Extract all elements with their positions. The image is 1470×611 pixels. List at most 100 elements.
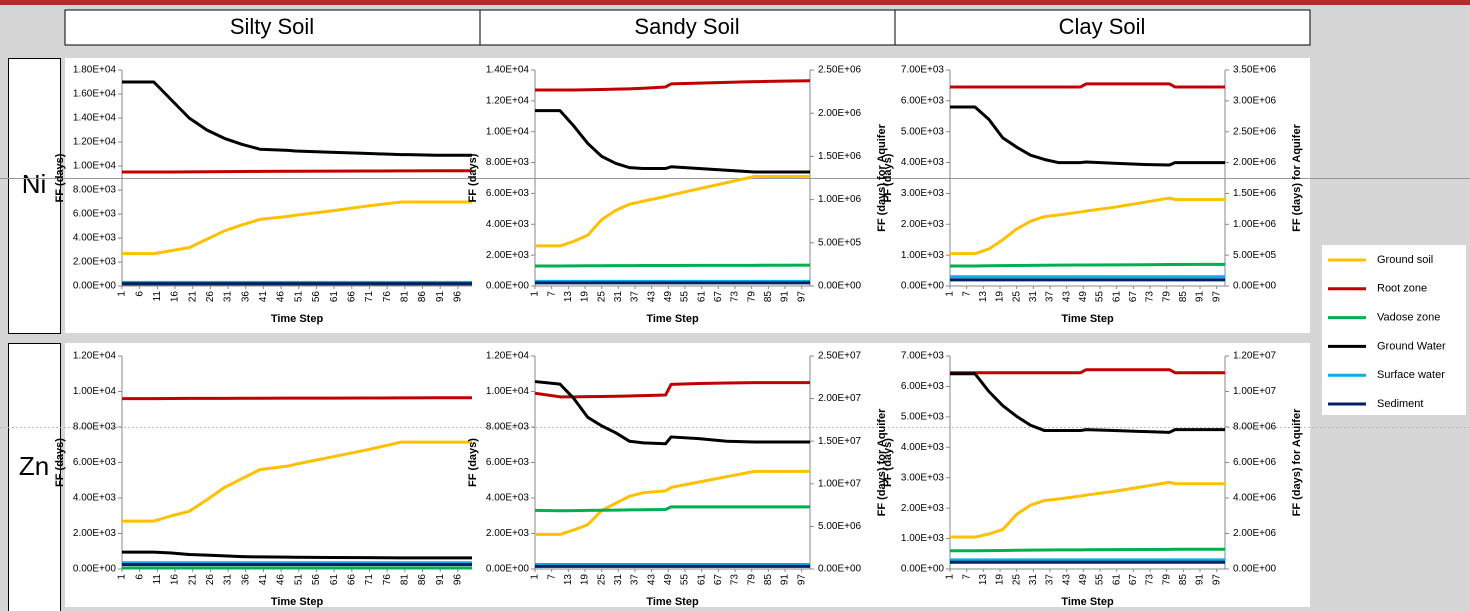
y-tick-label: 0.00E+00 xyxy=(901,564,945,575)
column-header-box xyxy=(64,9,481,46)
series-line xyxy=(535,469,810,536)
y2-tick-label: 8.00E+06 xyxy=(1233,422,1277,433)
x-tick-label: 13 xyxy=(563,574,574,586)
x-tick-label: 7 xyxy=(961,574,972,580)
x-tick-label: 25 xyxy=(596,291,607,303)
y-tick-label: 3.00E+03 xyxy=(901,188,945,199)
x-tick-label: 91 xyxy=(780,574,791,586)
x-tick-label: 71 xyxy=(364,574,375,586)
y-tick-label: 0.00E+00 xyxy=(901,281,945,292)
y2-tick-label: 2.00E+06 xyxy=(1233,528,1277,539)
y2-axis-title: FF (days) for Aquifer xyxy=(1291,408,1303,516)
x-tick-label: 1 xyxy=(530,574,541,580)
y2-tick-label: 1.50E+06 xyxy=(818,151,862,162)
x-tick-label: 7 xyxy=(961,291,972,297)
row-header: Zn xyxy=(19,451,49,481)
x-tick-label: 31 xyxy=(613,574,624,586)
x-tick-label: 11 xyxy=(152,574,163,585)
y2-tick-label: 1.50E+06 xyxy=(1233,188,1277,199)
y2-tick-label: 2.50E+06 xyxy=(1233,126,1277,137)
y2-tick-label: 0.00E+00 xyxy=(1233,281,1277,292)
x-tick-label: 71 xyxy=(364,291,375,303)
x-tick-label: 76 xyxy=(382,574,393,586)
x-tick-label: 1 xyxy=(117,574,128,580)
x-axis-title: Time Step xyxy=(271,313,324,325)
series-line xyxy=(534,505,810,513)
y-tick-label: 8.00E+03 xyxy=(73,422,117,433)
x-tick-label: 6 xyxy=(134,291,145,297)
x-tick-label: 21 xyxy=(187,574,198,586)
x-tick-label: 61 xyxy=(329,574,340,586)
x-tick-label: 51 xyxy=(293,291,304,303)
series-line xyxy=(122,550,472,560)
x-tick-label: 1 xyxy=(530,291,541,297)
y2-axis-title: FF (days) for Aquifer xyxy=(876,123,888,231)
x-tick-label: 61 xyxy=(329,291,340,303)
y2-axis-title: FF (days) for Aquifer xyxy=(876,408,888,516)
x-tick-label: 49 xyxy=(1078,574,1089,586)
x-axis-title: Time Step xyxy=(646,313,699,325)
x-tick-label: 85 xyxy=(1178,574,1189,586)
y-tick-label: 1.00E+04 xyxy=(73,161,117,172)
y-axis-title: FF (days) xyxy=(882,438,894,487)
series-line xyxy=(950,196,1225,256)
series-line xyxy=(950,368,1225,375)
y-tick-label: 7.00E+03 xyxy=(901,351,945,362)
legend-label: Surface water xyxy=(1377,369,1445,381)
y-tick-label: 8.00E+03 xyxy=(486,422,530,433)
x-tick-label: 73 xyxy=(730,574,741,586)
legend-label: Sediment xyxy=(1377,398,1423,410)
x-tick-label: 86 xyxy=(417,574,428,586)
y-tick-label: 2.00E+03 xyxy=(901,219,945,230)
x-tick-label: 61 xyxy=(1111,574,1122,586)
series-line xyxy=(950,105,1225,167)
x-tick-label: 81 xyxy=(399,574,410,586)
x-tick-label: 85 xyxy=(1178,291,1189,303)
series-line xyxy=(534,381,810,399)
y-tick-label: 2.00E+03 xyxy=(901,503,945,514)
row-header-box xyxy=(8,343,61,611)
x-tick-label: 16 xyxy=(170,574,181,586)
x-tick-label: 51 xyxy=(293,574,304,586)
x-tick-label: 21 xyxy=(187,291,198,303)
y-tick-label: 6.00E+03 xyxy=(486,188,530,199)
column-header: Silty Soil xyxy=(230,14,314,39)
x-tick-label: 43 xyxy=(1061,291,1072,303)
x-tick-label: 31 xyxy=(1028,574,1039,586)
x-tick-label: 7 xyxy=(546,291,557,297)
y-tick-label: 1.20E+04 xyxy=(486,351,530,362)
y-tick-label: 4.00E+03 xyxy=(486,219,530,230)
x-tick-label: 55 xyxy=(680,574,691,586)
series-line xyxy=(535,174,810,248)
y2-tick-label: 2.50E+07 xyxy=(818,351,862,362)
x-tick-label: 26 xyxy=(205,574,216,586)
x-tick-label: 61 xyxy=(1111,291,1122,303)
y-tick-label: 2.00E+03 xyxy=(486,528,530,539)
x-tick-label: 13 xyxy=(563,291,574,303)
x-tick-label: 79 xyxy=(746,574,757,586)
series-line xyxy=(122,396,473,401)
y-axis-title: FF (days) xyxy=(467,153,479,202)
x-tick-label: 67 xyxy=(1128,574,1139,586)
series-line xyxy=(122,440,472,523)
x-tick-label: 7 xyxy=(546,574,557,580)
y2-tick-label: 1.20E+07 xyxy=(1233,351,1277,362)
x-tick-label: 36 xyxy=(240,291,251,303)
x-tick-label: 91 xyxy=(1195,574,1206,586)
x-tick-label: 19 xyxy=(580,291,591,303)
x-tick-label: 19 xyxy=(995,574,1006,586)
x-tick-label: 67 xyxy=(713,574,724,586)
x-tick-label: 81 xyxy=(399,291,410,303)
x-tick-label: 55 xyxy=(1095,574,1106,586)
y2-tick-label: 5.00E+05 xyxy=(1233,250,1277,261)
y2-tick-label: 2.00E+06 xyxy=(1233,157,1277,168)
x-tick-label: 1 xyxy=(945,574,956,580)
series-line xyxy=(534,380,810,446)
x-tick-label: 31 xyxy=(613,291,624,303)
x-tick-label: 73 xyxy=(730,291,741,303)
y-tick-label: 6.00E+03 xyxy=(486,457,530,468)
column-header: Clay Soil xyxy=(1059,14,1146,39)
x-tick-label: 37 xyxy=(1045,574,1056,586)
legend-label: Root zone xyxy=(1377,283,1427,295)
